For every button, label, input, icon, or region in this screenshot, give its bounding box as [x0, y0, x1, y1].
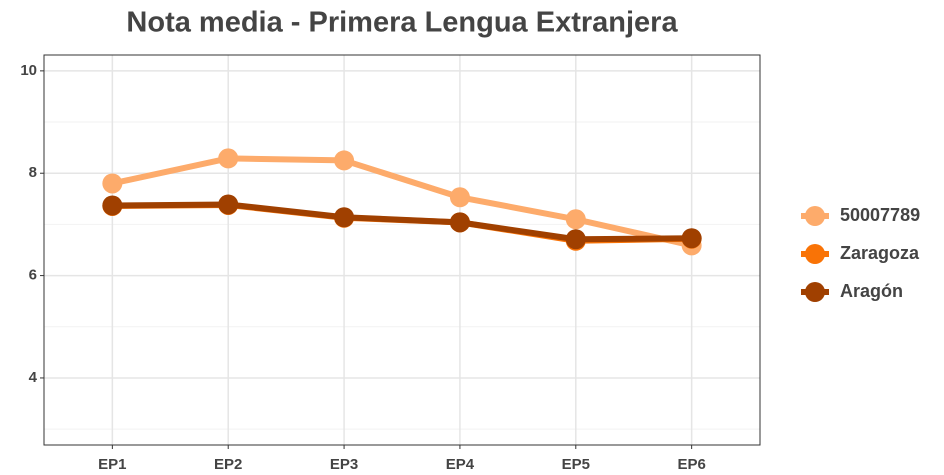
point	[565, 209, 586, 230]
point	[449, 212, 470, 233]
y-tick-label: 10	[20, 62, 37, 79]
point	[218, 148, 239, 169]
point	[334, 207, 355, 228]
point	[102, 173, 123, 194]
series-line	[111, 155, 693, 249]
x-tick-label: EP3	[330, 456, 358, 473]
y-tick-label: 4	[29, 369, 38, 386]
legend-marker	[805, 244, 825, 264]
y-tick-label: 6	[29, 267, 37, 284]
legend-marker	[805, 206, 825, 226]
point	[102, 195, 123, 216]
point	[334, 150, 355, 171]
x-tick-label: EP2	[214, 456, 242, 473]
legend-label: Zaragoza	[840, 243, 920, 263]
series-line	[112, 201, 692, 243]
x-tick-label: EP5	[562, 456, 590, 473]
plot-border	[43, 54, 761, 446]
x-tick-label: EP6	[677, 456, 705, 473]
point	[565, 229, 586, 250]
legend-label: 50007789	[840, 205, 920, 225]
x-tick-label: EP1	[98, 456, 126, 473]
point	[449, 187, 470, 208]
point	[681, 228, 702, 249]
legend-label: Aragón	[840, 281, 903, 301]
y-tick-label: 8	[29, 164, 37, 181]
plot-background	[44, 55, 760, 445]
legend-marker	[805, 282, 825, 302]
point	[218, 194, 239, 215]
x-tick-label: EP4	[446, 456, 475, 473]
chart-title: Nota media - Primera Lengua Extranjera	[126, 7, 678, 39]
